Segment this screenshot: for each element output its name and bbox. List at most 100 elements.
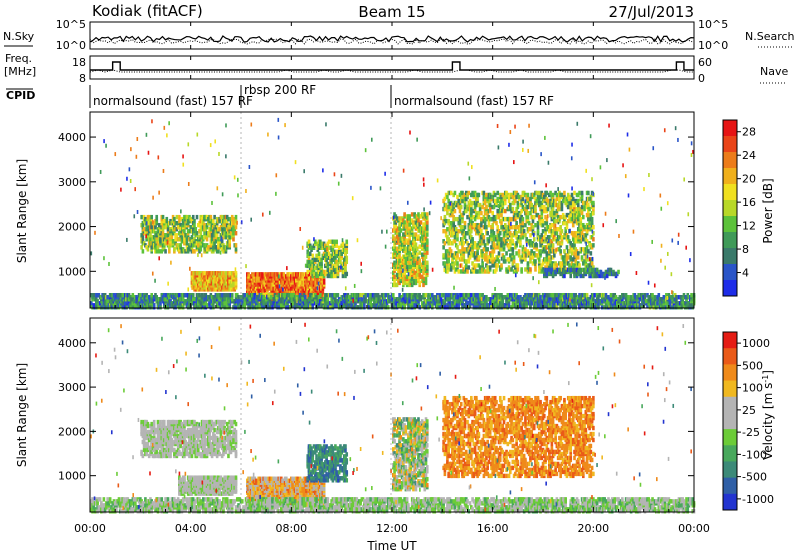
scatter-cell-4 [417, 218, 420, 223]
scatter-cell-7 [269, 301, 273, 306]
scatter-cell-0 [185, 214, 189, 220]
scatter-cell-5 [495, 267, 498, 272]
scatter-cell-5 [551, 192, 555, 198]
scatter-cell-1 [203, 271, 206, 276]
scatter-cell-5 [514, 198, 517, 204]
scatter-cell-5 [457, 249, 461, 254]
scatter-cell-7 [243, 305, 247, 310]
scatter-cell-5 [559, 224, 562, 230]
scatter-cell-5 [516, 204, 520, 210]
scatter-cell-5 [443, 206, 447, 212]
scatter-cell-5 [449, 267, 453, 272]
scatter-cell-0 [234, 231, 238, 236]
scatter-cell-2 [301, 272, 304, 277]
scatter-cell-5 [492, 249, 496, 254]
scatter-cell-5 [482, 235, 486, 240]
scatter-cell-5 [472, 269, 476, 274]
scatter-cell-5 [531, 218, 535, 224]
scatter-cell-5 [446, 269, 449, 274]
scatter-cell-5 [537, 194, 541, 200]
freq-tick-bottom: 8 [79, 72, 86, 85]
scatter-cell-5 [534, 206, 537, 212]
scatter-cell-7 [174, 293, 177, 298]
scatter-cell-0 [195, 214, 199, 220]
beam-title: Beam 15 [358, 3, 425, 21]
scatter-cell-0 [178, 214, 181, 220]
scatter-cell-5 [545, 251, 549, 256]
scatter-cell-5 [464, 263, 468, 268]
scatter-cell-5 [467, 190, 471, 196]
scatter-cell-5 [592, 200, 595, 206]
scatter-cell-5 [549, 190, 552, 196]
scatter-cell-0 [234, 247, 238, 252]
scatter-cell-5 [496, 196, 500, 202]
scatter-cell-5 [573, 202, 576, 208]
scatter-cell-7 [413, 303, 416, 308]
scatter-cell-0 [209, 227, 213, 232]
scatter-cell-0 [149, 237, 152, 242]
scatter-cell-7 [178, 293, 181, 298]
scatter-cell-5 [453, 190, 457, 196]
scatter-cell-5 [509, 253, 512, 258]
scatter-cell-3 [327, 251, 331, 257]
scatter-cell-3 [307, 259, 311, 265]
scatter-cell-5 [563, 220, 566, 226]
scatter-cell-0 [141, 249, 145, 254]
scatter-cell-0 [234, 243, 238, 248]
scatter-cell-5 [480, 229, 483, 234]
scatter-cell-0 [227, 216, 230, 222]
scatter-cell-0 [223, 227, 226, 232]
scatter-cell-5 [443, 196, 447, 202]
scatter-cell-5 [477, 210, 481, 216]
scatter-cell-5 [536, 224, 540, 230]
scatter-cell-7 [92, 293, 96, 298]
scatter-cell-4 [408, 214, 411, 219]
scatter-cell-5 [530, 202, 534, 208]
scatter-cell-7 [303, 299, 307, 304]
nsearch-series-line [89, 38, 695, 45]
scatter-cell-5 [496, 190, 500, 196]
scatter-cell-5 [456, 233, 459, 238]
scatter-cell-5 [510, 224, 513, 230]
nsky-tick-top: 10^5 [56, 18, 86, 31]
scatter-cell-7 [237, 295, 240, 300]
scatter-cell-5 [477, 255, 481, 260]
scatter-cell-5 [576, 251, 580, 256]
scatter-cell-4 [418, 250, 422, 255]
scatter-cell-5 [569, 212, 573, 218]
scatter-cell-6 [605, 273, 609, 279]
nsky-tick-bottom: 10^0 [56, 39, 86, 52]
scatter-cell-7 [131, 293, 135, 298]
scatter-cell-5 [444, 253, 448, 258]
scatter-cell-5 [592, 243, 595, 248]
scatter-cell-5 [526, 192, 530, 198]
scatter-cell-6 [617, 269, 620, 275]
scatter-cell-5 [491, 259, 495, 264]
scatter-cell-5 [545, 216, 549, 222]
scatter-cell-7 [166, 305, 170, 310]
scatter-cell-5 [480, 216, 483, 222]
cpid-segment-1: normalsound (fast) 157 RF [93, 94, 253, 108]
scatter-cell-6 [546, 267, 550, 273]
scatter-cell-5 [500, 263, 503, 268]
scatter-cell-7 [424, 293, 428, 298]
scatter-cell-5 [503, 259, 507, 264]
scatter-cell-7 [431, 293, 434, 298]
scatter-cell-7 [184, 299, 187, 304]
scatter-cell-5 [563, 190, 566, 196]
scatter-cell-5 [483, 243, 487, 248]
scatter-cell-7 [311, 305, 315, 310]
scatter-cell-0 [150, 214, 153, 220]
scatter-cell-0 [195, 231, 199, 236]
scatter-cell-5 [491, 210, 495, 216]
scatter-cell-0 [220, 214, 224, 220]
scatter-cell-3 [330, 269, 333, 275]
scatter-cell-0 [203, 243, 206, 248]
scatter-cell-5 [590, 220, 594, 226]
scatter-cell-5 [458, 220, 462, 226]
scatter-cell-6 [595, 267, 599, 273]
scatter-cell-7 [159, 301, 162, 306]
scatter-cell-5 [456, 216, 459, 222]
scatter-cell-3 [326, 261, 330, 267]
scatter-cell-3 [320, 261, 323, 267]
